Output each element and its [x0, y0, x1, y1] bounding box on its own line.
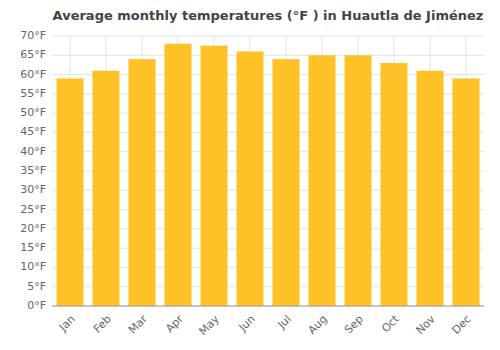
y-tick-label: 60°F — [20, 68, 46, 81]
bars — [57, 44, 480, 306]
bar — [309, 55, 336, 306]
y-tick-label: 35°F — [20, 164, 46, 177]
bar — [57, 78, 84, 306]
x-tick-label: May — [196, 312, 222, 338]
y-tick-label: 10°F — [20, 260, 46, 273]
y-tick-label: 20°F — [20, 222, 46, 235]
y-tick-label: 25°F — [20, 203, 46, 216]
y-tick-label: 55°F — [20, 87, 46, 100]
x-tick-label: Apr — [163, 312, 186, 335]
x-tick-label: Jul — [274, 313, 293, 332]
y-grid-line — [52, 36, 484, 37]
bar — [381, 63, 408, 306]
x-tick-label: Nov — [413, 312, 438, 337]
bar — [345, 55, 372, 306]
y-tick-label: 50°F — [20, 106, 46, 119]
y-grid-line — [52, 55, 484, 56]
x-tick-label: Dec — [450, 313, 474, 337]
y-tick-label: 30°F — [20, 183, 46, 196]
bar — [453, 78, 480, 306]
bar — [237, 51, 264, 306]
x-tick-label: Aug — [305, 313, 329, 337]
x-axis: Jan Feb Mar Apr May Jun Jul Aug Sep Oct Nov Dec — [52, 306, 484, 338]
bar — [129, 59, 156, 306]
bar — [201, 46, 228, 306]
x-tick-label: Jan — [56, 313, 78, 335]
title: Average monthly temperatures (°F ) in Hu… — [53, 8, 484, 23]
x-tick-label: Oct — [379, 312, 402, 335]
bar — [417, 71, 444, 306]
chart-container: 0°F 5°F 10°F 15°F 20°F 25°F 30°F 35°F 40°F 45°F 50… — [0, 0, 500, 350]
y-grid-line — [52, 306, 484, 307]
chart: 0°F 5°F 10°F 15°F 20°F 25°F 30°F 35°F 40°F 45°F 50… — [0, 0, 500, 350]
y-tick-label: 0°F — [27, 299, 46, 312]
x-tick-label: Feb — [91, 313, 114, 336]
y-tick-label: 70°F — [20, 29, 46, 42]
y-tick-label: 5°F — [27, 280, 46, 293]
grid — [52, 36, 484, 306]
x-tick-label: Mar — [126, 312, 150, 336]
y-tick-label: 65°F — [20, 48, 46, 61]
y-tick-label: 15°F — [20, 241, 46, 254]
x-axis-line — [52, 306, 484, 307]
bar — [273, 59, 300, 306]
y-tick-label: 45°F — [20, 125, 46, 138]
x-tick-label: Sep — [342, 313, 366, 337]
y-axis: 0°F 5°F 10°F 15°F 20°F 25°F 30°F 35°F 40°F 45°F 50… — [20, 29, 46, 312]
y-tick-label: 40°F — [20, 145, 46, 158]
bar — [93, 71, 120, 306]
bar — [165, 44, 192, 306]
x-tick-label: Jun — [236, 313, 258, 335]
